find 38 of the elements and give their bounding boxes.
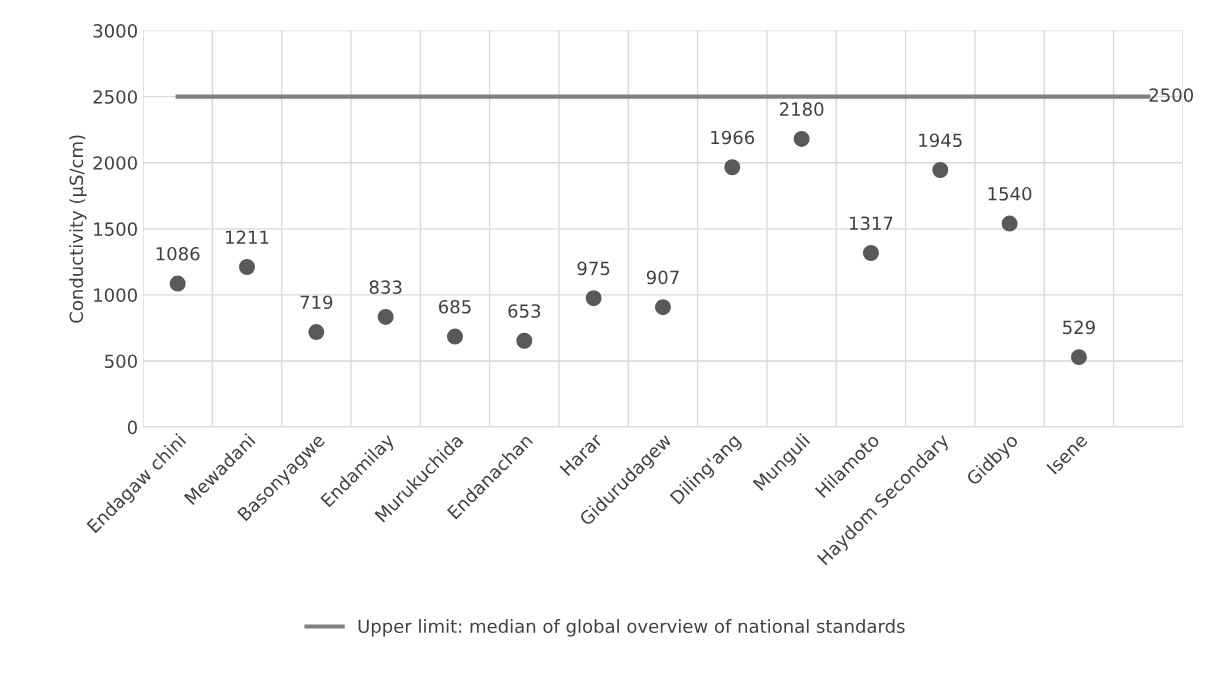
legend-label: Upper limit: median of global overview of national standards	[358, 619, 905, 637]
data-label: 975	[577, 261, 610, 276]
point	[862, 245, 879, 261]
y-axis-title: Conductivity (µS/cm)	[69, 135, 87, 323]
data-label: 2180	[779, 102, 824, 117]
y-tick-label: 2500	[93, 90, 137, 104]
data-label: 685	[439, 299, 471, 314]
data-label: 2500	[1149, 88, 1193, 102]
point	[654, 299, 671, 316]
data-label: 1966	[711, 130, 755, 145]
point	[1070, 349, 1087, 366]
y-tick-label: 1500	[94, 222, 137, 236]
y-tick-label: 0	[127, 420, 137, 435]
point	[169, 275, 186, 292]
y-tick-label: 3000	[93, 24, 137, 38]
point	[516, 332, 533, 349]
data-label: 1945	[919, 133, 962, 148]
data-label: 1086	[156, 246, 200, 261]
data-label: 529	[1063, 320, 1095, 335]
point	[1001, 215, 1018, 232]
point	[932, 162, 949, 178]
y-tick-label: 500	[105, 354, 137, 369]
data-label: 1211	[226, 230, 269, 244]
data-label: 653	[508, 304, 541, 318]
data-label: 833	[369, 280, 402, 295]
data-label: 907	[646, 270, 679, 285]
point	[377, 308, 394, 325]
point	[447, 328, 463, 345]
y-tick-label: 1000	[94, 288, 137, 303]
y-tick-label: 2000	[93, 156, 137, 170]
point	[239, 259, 255, 275]
point	[308, 324, 325, 341]
point	[585, 290, 602, 307]
point	[793, 130, 810, 147]
data-label: 1317	[849, 216, 893, 231]
data-label: 1540	[988, 186, 1032, 201]
point	[724, 159, 741, 176]
data-label: 719	[300, 295, 333, 310]
